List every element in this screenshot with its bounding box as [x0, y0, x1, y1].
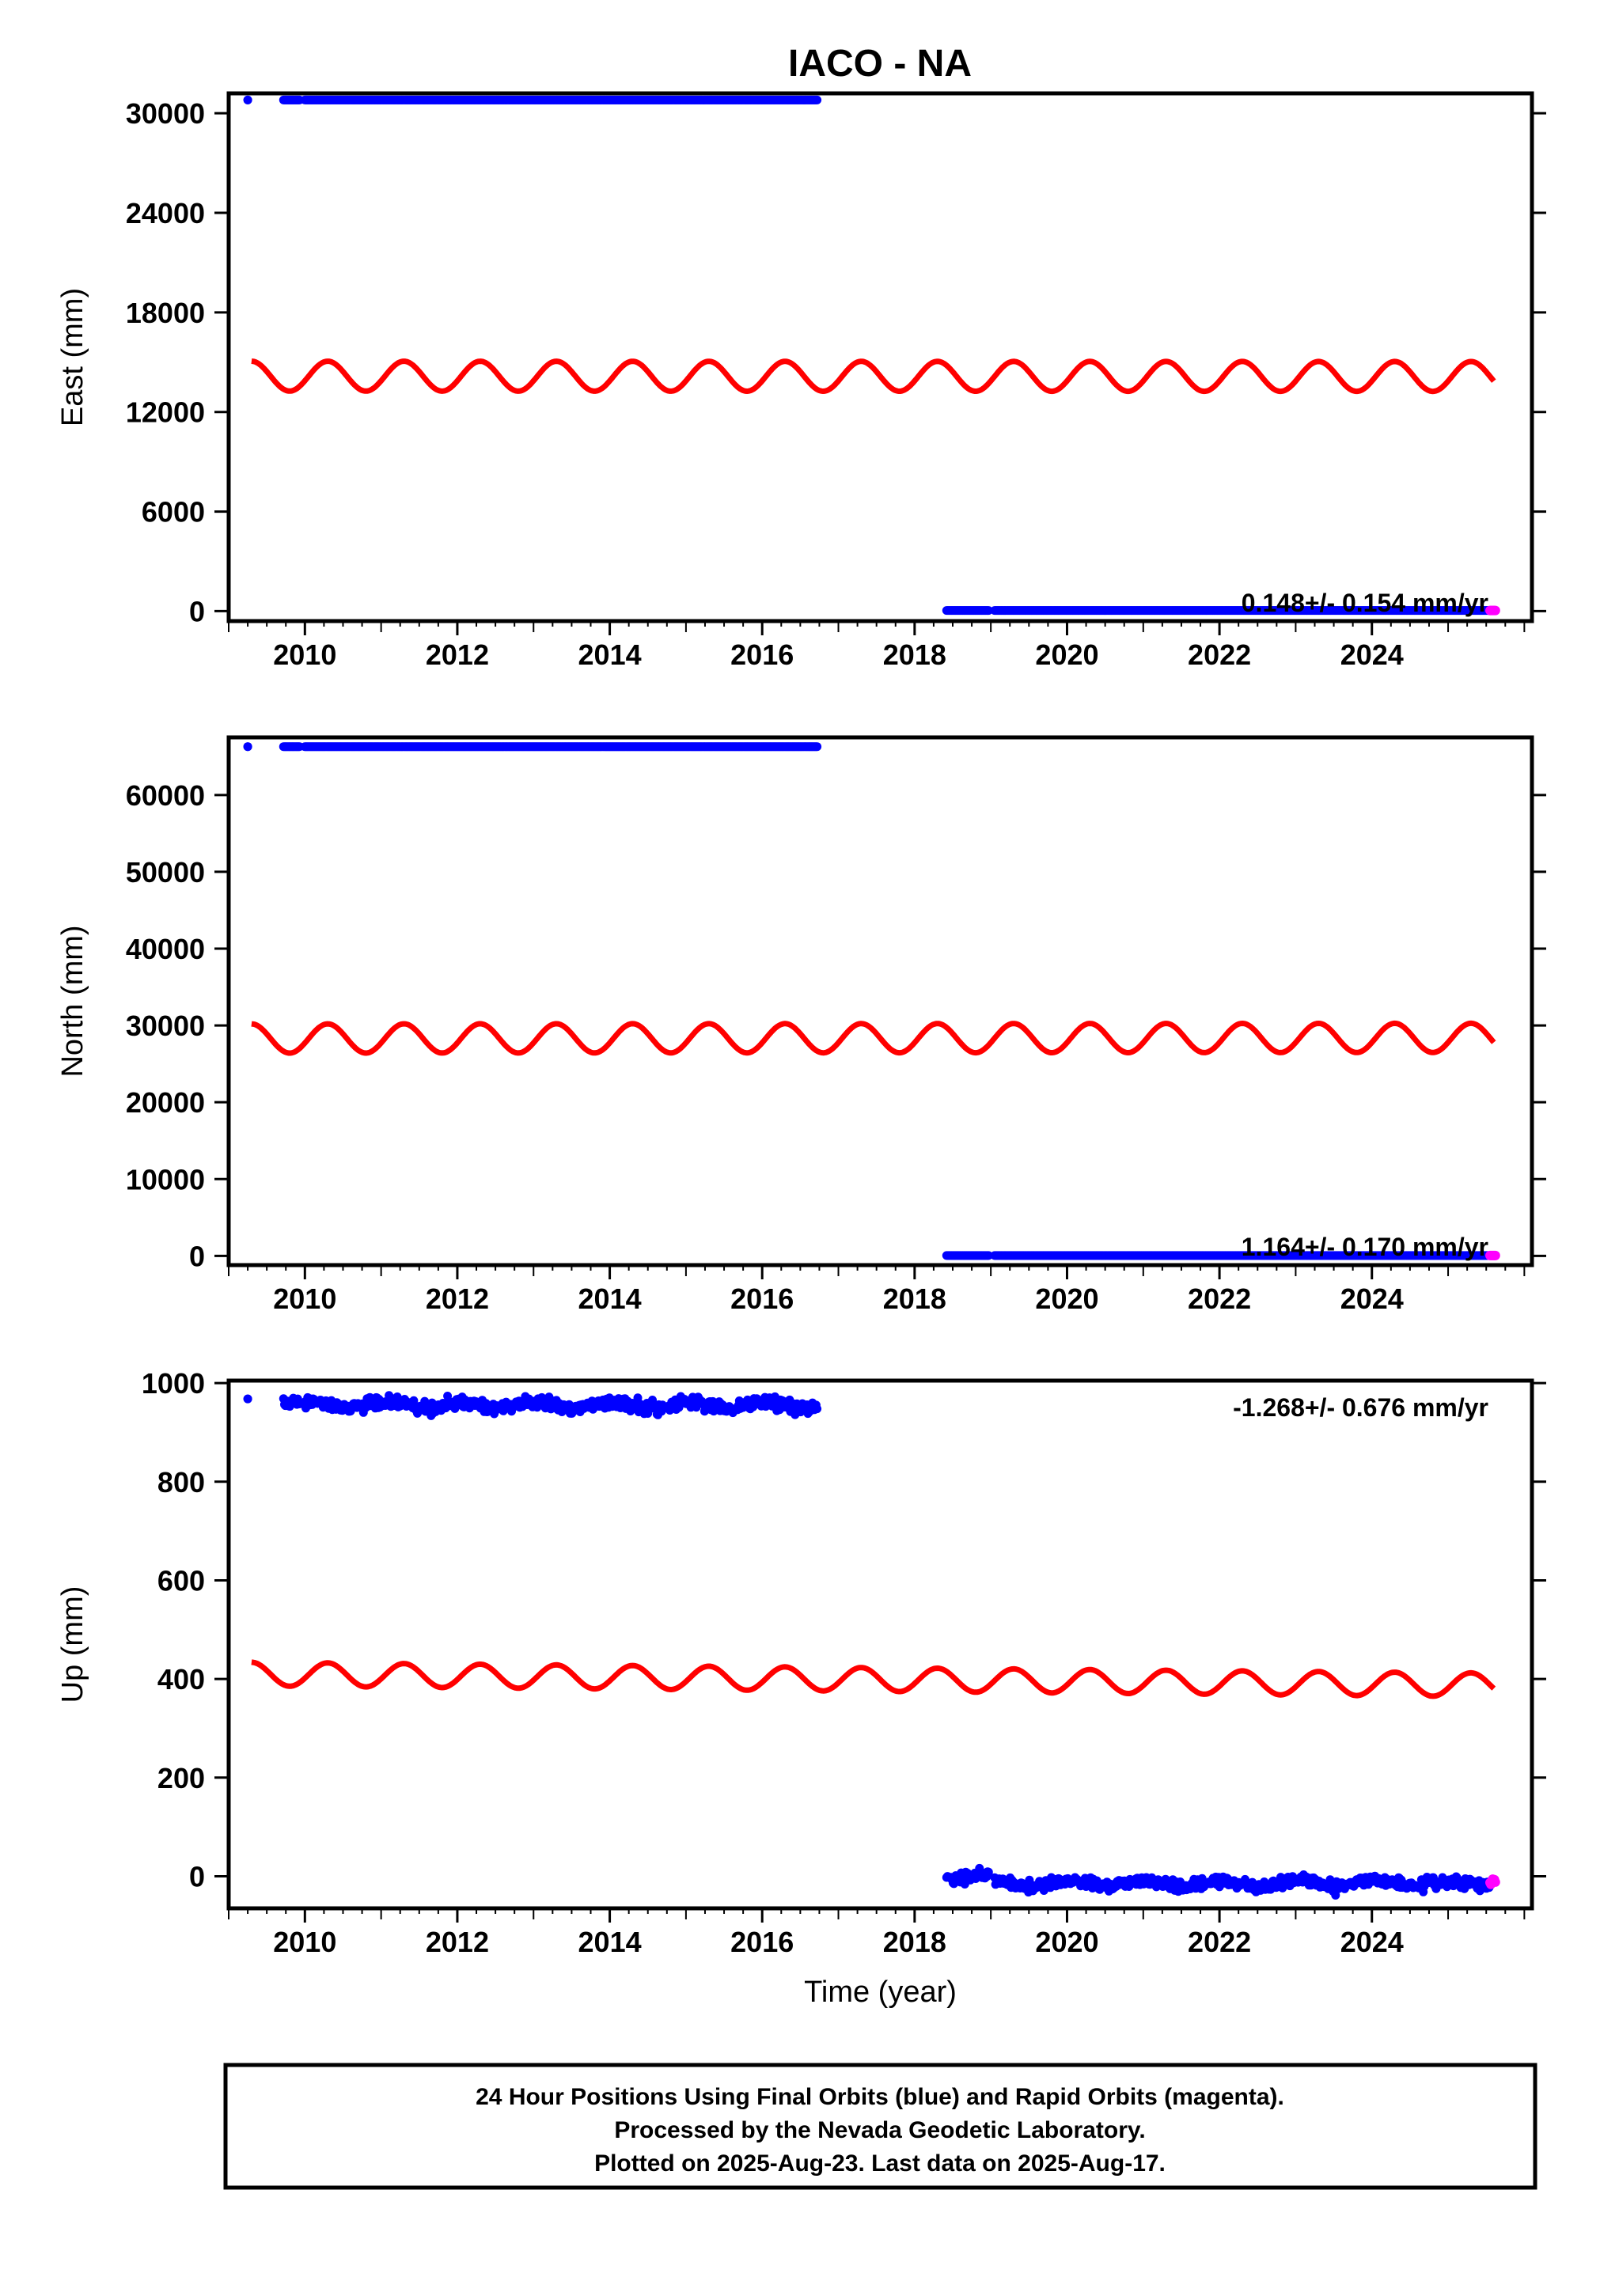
east-data-point [243, 95, 252, 104]
chart-title: IACO - NA [788, 43, 972, 85]
east-x-tick-label: 2010 [273, 638, 336, 671]
north-data-point [813, 742, 822, 752]
east-model-line [250, 358, 1496, 395]
up-x-tick-label: 2010 [273, 1926, 336, 1958]
north-y-tick-label: 60000 [126, 779, 205, 812]
east-x-tick-label: 2022 [1188, 638, 1251, 671]
north-x-tick-label: 2014 [578, 1283, 642, 1315]
east-x-tick-label: 2016 [730, 638, 794, 671]
east-x-tick-label: 2018 [883, 638, 946, 671]
up-x-tick-label: 2020 [1035, 1926, 1098, 1958]
east-rate-label: 0.148+/- 0.154 mm/yr [1242, 589, 1488, 617]
north-y-tick-label: 40000 [126, 933, 205, 965]
north-x-tick-label: 2012 [426, 1283, 489, 1315]
north-y-tick-label: 50000 [126, 856, 205, 888]
east-rapid-point [1490, 605, 1500, 616]
north-y-tick-label: 0 [189, 1240, 205, 1272]
east-data-point [813, 95, 822, 104]
footer-line-3: Plotted on 2025-Aug-23. Last data on 202… [594, 2150, 1166, 2177]
up-panel: 2010 2012 2014 2016 2018 2020 2022 2024 0 200 400 6… [56, 1367, 1546, 2009]
north-x-tick-label: 2016 [730, 1283, 794, 1315]
up-y-tick-label: 200 [157, 1762, 205, 1794]
north-data-point [984, 1251, 993, 1260]
up-y-tick-label: 600 [157, 1564, 205, 1597]
east-panel: 2010 2012 2014 2016 2018 2020 2022 2024 0 6000 120… [56, 91, 1546, 671]
north-x-tick-label: 2010 [273, 1283, 336, 1315]
north-x-tick-label: 2022 [1188, 1283, 1251, 1315]
north-x-tick-label: 2024 [1340, 1283, 1404, 1315]
footer-box: 24 Hour Positions Using Final Orbits (bl… [223, 2063, 1537, 2190]
north-rate-label: 1.164+/- 0.170 mm/yr [1242, 1233, 1488, 1261]
north-panel: 2010 2012 2014 2016 2018 2020 2022 2024 0 10000 20… [56, 735, 1546, 1315]
up-x-tick-label: 2012 [426, 1926, 489, 1958]
north-plot-frame [226, 735, 1534, 1267]
north-model-line [250, 1020, 1496, 1056]
footer-frame [223, 2063, 1537, 2190]
up-data-point [409, 1396, 419, 1405]
north-y-tick-label: 10000 [126, 1163, 205, 1195]
up-plot-frame [226, 1378, 1534, 1911]
east-y-tick-label: 24000 [126, 197, 205, 229]
north-x-tick-label: 2020 [1035, 1283, 1098, 1315]
east-x-tick-label: 2014 [578, 638, 642, 671]
east-plot-frame [226, 91, 1534, 623]
up-rapid-point [1490, 1877, 1500, 1887]
east-y-axis-label: East (mm) [56, 288, 89, 426]
north-y-axis-label: North (mm) [56, 925, 89, 1077]
north-y-tick-label: 20000 [126, 1086, 205, 1119]
east-y-tick-label: 0 [189, 595, 205, 627]
up-x-tick-label: 2024 [1340, 1926, 1404, 1958]
up-y-tick-label: 1000 [142, 1367, 205, 1400]
up-y-tick-label: 800 [157, 1466, 205, 1498]
up-x-tick-label: 2016 [730, 1926, 794, 1958]
up-data-point [813, 1404, 822, 1414]
east-y-tick-label: 12000 [126, 396, 205, 429]
up-data-point [984, 1867, 993, 1877]
north-rapid-point [1490, 1250, 1500, 1260]
north-y-tick-label: 30000 [126, 1010, 205, 1042]
north-data-point [243, 742, 252, 752]
up-model-line [250, 1659, 1496, 1699]
up-x-tick-label: 2014 [578, 1926, 642, 1958]
east-y-tick-label: 30000 [126, 97, 205, 130]
up-y-tick-label: 400 [157, 1663, 205, 1695]
east-y-tick-label: 18000 [126, 297, 205, 329]
east-data-point [984, 606, 993, 616]
up-y-axis-label: Up (mm) [56, 1586, 89, 1703]
east-x-tick-label: 2020 [1035, 638, 1098, 671]
up-data-point [243, 1394, 252, 1404]
east-y-tick-label: 6000 [142, 496, 205, 529]
up-y-tick-label: 0 [189, 1860, 205, 1892]
east-x-tick-label: 2012 [426, 638, 489, 671]
up-rate-label: -1.268+/- 0.676 mm/yr [1233, 1393, 1488, 1422]
footer-line-2: Processed by the Nevada Geodetic Laborat… [614, 2117, 1145, 2143]
up-x-tick-label: 2022 [1188, 1926, 1251, 1958]
footer-line-1: 24 Hour Positions Using Final Orbits (bl… [476, 2084, 1284, 2110]
up-x-tick-label: 2018 [883, 1926, 946, 1958]
up-x-axis-label: Time (year) [804, 1976, 957, 2009]
east-x-tick-label: 2024 [1340, 638, 1404, 671]
north-x-tick-label: 2018 [883, 1283, 946, 1315]
